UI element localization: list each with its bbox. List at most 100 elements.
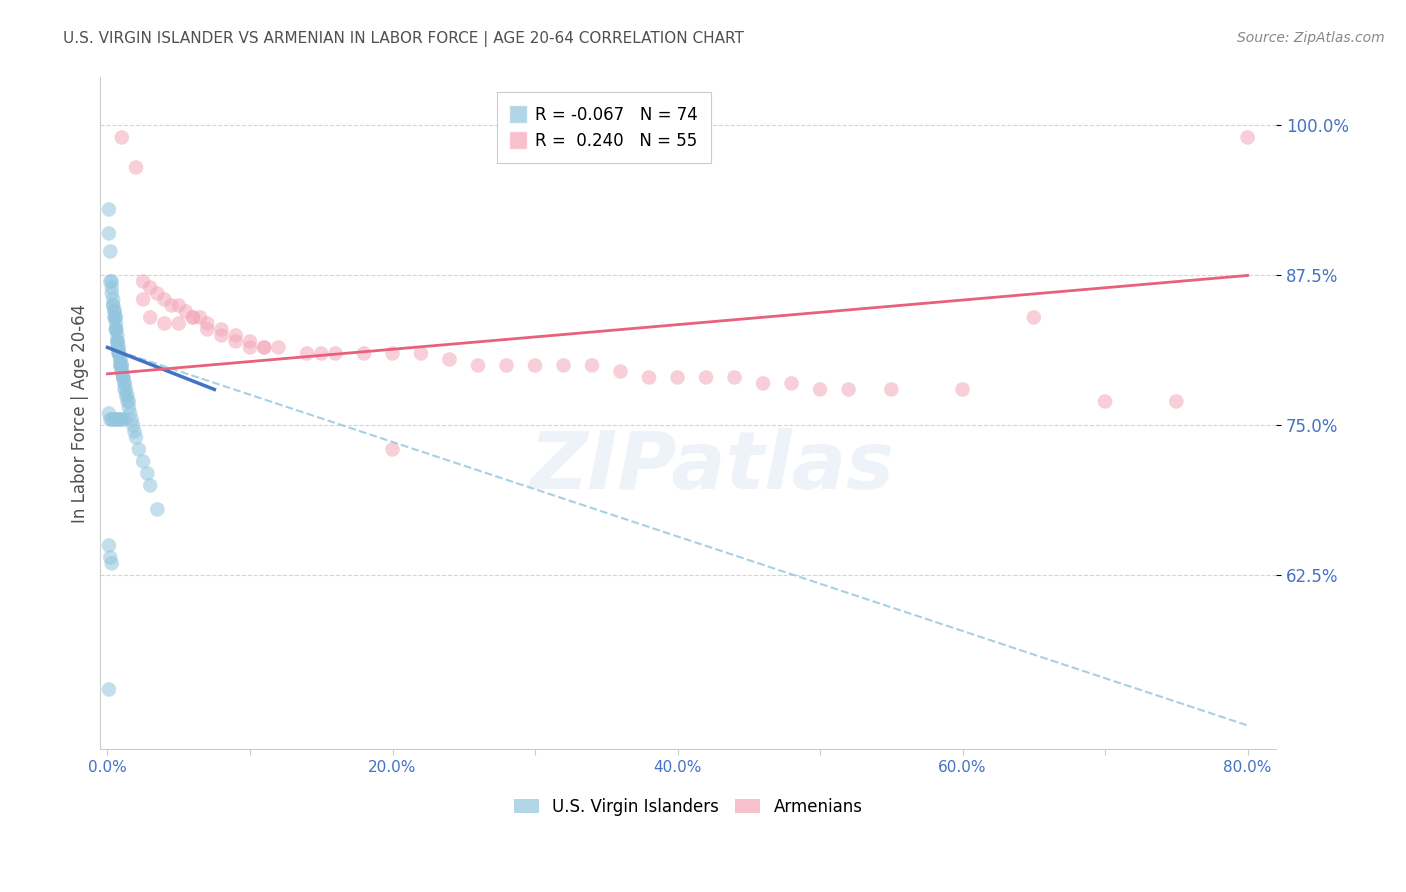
Text: ZIPatlas: ZIPatlas [529, 428, 894, 507]
Point [195, 322, 218, 336]
Point [128, 442, 150, 457]
Point [108, 412, 131, 426]
Point [117, 388, 139, 402]
Point [838, 383, 860, 397]
Point [108, 346, 131, 360]
Point [112, 370, 135, 384]
Point [114, 383, 136, 397]
Point [97, 407, 120, 421]
Point [112, 370, 135, 384]
Point [97, 227, 120, 241]
Point [495, 359, 517, 373]
Text: U.S. VIRGIN ISLANDER VS ARMENIAN IN LABOR FORCE | AGE 20-64 CORRELATION CHART: U.S. VIRGIN ISLANDER VS ARMENIAN IN LABO… [63, 31, 744, 47]
Point [100, 275, 122, 289]
Point [211, 322, 233, 336]
Point [107, 341, 129, 355]
Point [104, 304, 127, 318]
Point [100, 557, 122, 571]
Point [100, 412, 122, 426]
Point [125, 430, 148, 444]
Point [107, 328, 129, 343]
Point [101, 293, 124, 307]
Point [638, 370, 661, 384]
Point [325, 346, 347, 360]
Point [181, 310, 204, 325]
Point [98, 412, 121, 426]
Point [952, 383, 974, 397]
Point [122, 418, 145, 433]
Point [524, 359, 547, 373]
Point [1166, 394, 1188, 409]
Point [105, 412, 128, 426]
Point [381, 346, 404, 360]
Point [111, 364, 134, 378]
Point [101, 298, 124, 312]
Point [225, 328, 247, 343]
Point [666, 370, 689, 384]
Point [295, 346, 318, 360]
Point [723, 370, 745, 384]
Point [1094, 394, 1116, 409]
Point [409, 346, 432, 360]
Point [752, 376, 775, 391]
Point [124, 425, 146, 439]
Point [101, 412, 124, 426]
Point [139, 280, 162, 294]
Point [211, 328, 233, 343]
Point [132, 275, 155, 289]
Point [188, 310, 211, 325]
Point [105, 322, 128, 336]
Point [108, 346, 131, 360]
Point [118, 401, 141, 415]
Point [160, 298, 183, 312]
Point [105, 322, 128, 336]
Point [108, 346, 131, 360]
Text: Source: ZipAtlas.com: Source: ZipAtlas.com [1237, 31, 1385, 45]
Point [115, 383, 138, 397]
Point [239, 341, 262, 355]
Point [107, 341, 129, 355]
Point [146, 286, 169, 301]
Point [153, 293, 176, 307]
Point [98, 275, 121, 289]
Point [309, 346, 332, 360]
Point [110, 352, 132, 367]
Point [381, 442, 404, 457]
Point [110, 352, 132, 367]
Point [97, 682, 120, 697]
Point [107, 334, 129, 349]
Point [609, 364, 631, 378]
Y-axis label: In Labor Force | Age 20-64: In Labor Force | Age 20-64 [72, 304, 89, 523]
Point [581, 359, 603, 373]
Point [253, 341, 276, 355]
Point [114, 412, 136, 426]
Point [167, 298, 190, 312]
Point [100, 280, 122, 294]
Point [104, 304, 127, 318]
Point [104, 310, 127, 325]
Point [117, 394, 139, 409]
Point [121, 412, 143, 426]
Point [110, 359, 132, 373]
Point [181, 310, 204, 325]
Point [195, 317, 218, 331]
Point [108, 341, 131, 355]
Point [553, 359, 575, 373]
Point [111, 130, 134, 145]
Point [132, 293, 155, 307]
Point [111, 359, 134, 373]
Point [104, 310, 127, 325]
Point [132, 454, 155, 468]
Point [105, 317, 128, 331]
Point [105, 310, 128, 325]
Point [98, 244, 121, 259]
Point [167, 317, 190, 331]
Point [115, 388, 138, 402]
Point [808, 383, 831, 397]
Point [153, 317, 176, 331]
Point [267, 341, 290, 355]
Point [1236, 130, 1258, 145]
Point [146, 502, 169, 516]
Point [110, 412, 132, 426]
Point [695, 370, 717, 384]
